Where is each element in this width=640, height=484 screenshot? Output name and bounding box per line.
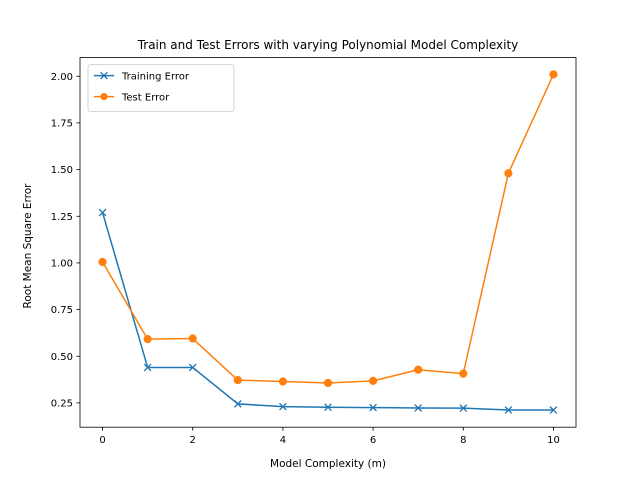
training-error-point <box>459 404 468 413</box>
training-error-point <box>504 406 513 414</box>
legend: Training Error Test Error <box>87 64 235 112</box>
test-error-point <box>323 378 333 388</box>
test-error-point <box>98 257 107 267</box>
x-tick-label: 10 <box>547 435 560 446</box>
y-tick-label: 1.75 <box>51 119 73 130</box>
training-error-point <box>143 363 152 372</box>
y-tick-label: 0.25 <box>51 399 73 410</box>
y-tick-label: 1.50 <box>51 165 73 176</box>
test-error-point <box>549 70 558 79</box>
test-error-legend-marker <box>100 93 108 101</box>
legend-label: Test Error <box>121 93 170 104</box>
test-error-point <box>143 334 152 344</box>
test-error-point <box>368 376 378 386</box>
training-error-legend-marker <box>100 71 108 80</box>
training-error-point <box>369 403 377 412</box>
test-error-point <box>188 334 197 343</box>
plot-area <box>98 70 558 414</box>
y-tick-label: 0.50 <box>51 352 73 363</box>
y-tick-label: 1.25 <box>51 212 73 223</box>
x-tick-label: 8 <box>460 435 466 446</box>
x-tick-label: 6 <box>370 435 376 446</box>
y-tick-label: 0.75 <box>51 305 73 316</box>
chart-title: Train and Test Errors with varying Polyn… <box>137 38 519 52</box>
test-error-point <box>504 169 513 178</box>
y-axis: 0.25 0.50 0.75 1.00 1.25 1.50 1.75 2.00 <box>51 72 80 410</box>
y-tick-label: 2.00 <box>51 72 73 83</box>
x-tick-label: 0 <box>99 435 105 446</box>
training-error-point <box>188 363 197 372</box>
x-tick-label: 4 <box>280 435 286 446</box>
test-error-point <box>278 377 288 386</box>
x-tick-label: 2 <box>190 435 196 446</box>
x-axis: 0 2 4 6 8 10 <box>99 427 560 446</box>
training-error-point <box>233 400 242 408</box>
y-axis-label: Root Mean Square Error <box>22 183 34 309</box>
test-error-point <box>459 369 468 378</box>
training-error-point <box>98 208 107 217</box>
training-error-point <box>414 404 423 412</box>
training-error-point <box>324 403 332 412</box>
test-error-point <box>233 376 242 385</box>
test-error-point <box>414 365 423 374</box>
x-axis-label: Model Complexity (m) <box>270 458 386 470</box>
training-error-point <box>549 406 558 414</box>
training-error-point <box>279 402 287 411</box>
y-tick-label: 1.00 <box>51 259 73 270</box>
legend-label: Training Error <box>121 72 190 83</box>
plot-frame <box>79 57 577 428</box>
legend-box <box>87 64 235 112</box>
